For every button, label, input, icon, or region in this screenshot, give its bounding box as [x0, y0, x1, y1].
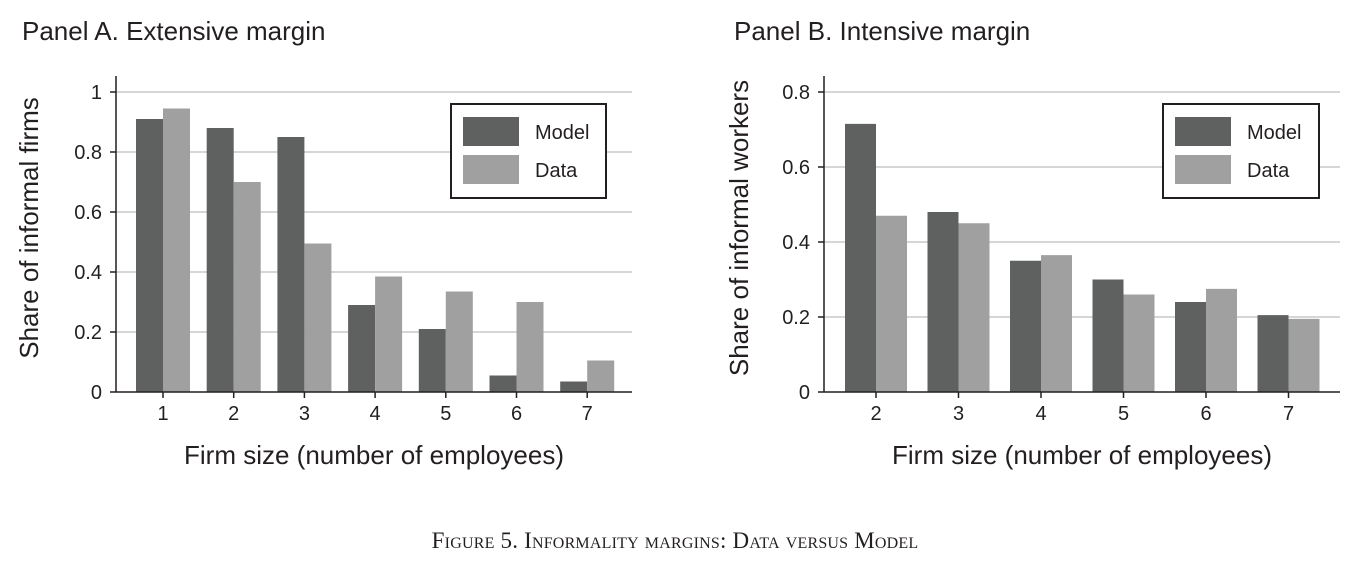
x-tick-label: 7 [1283, 403, 1294, 425]
bar-model-6 [489, 375, 517, 392]
legend-swatch-model [463, 117, 519, 146]
x-tick-label: 4 [1035, 403, 1046, 425]
panel-title: Panel A. Extensive margin [22, 16, 326, 46]
x-tick-label: 1 [157, 403, 168, 425]
x-tick-label: 2 [228, 403, 239, 425]
y-tick-label: 0 [799, 382, 810, 404]
x-axis-label: Firm size (number of employees) [184, 440, 564, 470]
x-tick-label: 7 [582, 403, 593, 425]
bar-model-5 [1092, 279, 1124, 392]
panel-a: 0 0.2 0.4 0.6 0.8 1 1 2 3 4 5 6 7 Panel A. Extensive … [14, 16, 632, 470]
panel-b: 0 0.2 0.4 0.6 0.8 2 3 4 5 6 7 Panel B. Intensive ma… [724, 16, 1340, 470]
y-tick-label: 0.4 [74, 262, 102, 284]
bar-data-5 [445, 291, 473, 392]
bar-model-3 [927, 212, 959, 392]
y-axis-label: Share of informal firms [14, 97, 44, 359]
y-tick-label: 0.2 [782, 307, 810, 329]
bar-data-5 [1123, 294, 1155, 392]
legend: Model Data [1162, 103, 1320, 199]
legend-label-model: Model [535, 122, 589, 144]
bar-model-7 [1257, 315, 1289, 392]
bar-model-6 [1175, 302, 1206, 392]
y-tick-label: 0.8 [782, 82, 810, 104]
x-tick-label: 6 [511, 403, 522, 425]
x-tick-label: 5 [1118, 403, 1129, 425]
legend-swatch-data [1175, 155, 1231, 184]
bar-data-1 [163, 108, 190, 392]
bar-data-4 [1041, 255, 1072, 392]
bar-data-6 [1206, 288, 1237, 392]
legend-label-model: Model [1247, 122, 1301, 144]
y-tick-label: 0.4 [782, 232, 810, 254]
legend-label-data: Data [535, 160, 578, 182]
legend-swatch-data [463, 155, 519, 184]
x-axis-label: Firm size (number of employees) [892, 440, 1272, 470]
bar-model-3 [277, 137, 305, 392]
legend-label-data: Data [1247, 160, 1290, 182]
bar-data-6 [516, 302, 544, 392]
x-tick-label: 3 [953, 403, 964, 425]
bar-model-7 [560, 381, 588, 392]
figure-caption: Figure 5. Informality margins: Data vers… [431, 528, 919, 553]
y-tick-label: 1 [91, 82, 102, 104]
x-tick-label: 6 [1200, 403, 1211, 425]
x-tick-label: 2 [870, 403, 881, 425]
y-axis-label: Share of informal workers [724, 80, 754, 376]
bar-data-7 [587, 360, 615, 392]
bar-model-2 [206, 128, 234, 392]
y-tick-label: 0.8 [74, 142, 102, 164]
panel-title: Panel B. Intensive margin [734, 16, 1030, 46]
bar-model-1 [136, 119, 163, 392]
y-tick-label: 0.6 [782, 157, 810, 179]
legend: Model Data [450, 103, 607, 199]
y-tick-label: 0.2 [74, 322, 102, 344]
bar-data-4 [375, 276, 403, 392]
bar-data-3 [304, 243, 332, 392]
bar-model-5 [418, 329, 446, 392]
bar-model-4 [1010, 260, 1041, 392]
bar-data-7 [1288, 318, 1320, 392]
bar-data-2 [876, 215, 907, 392]
bar-model-4 [348, 305, 376, 392]
y-tick-label: 0 [91, 382, 102, 404]
x-tick-label: 5 [440, 403, 451, 425]
x-tick-label: 3 [299, 403, 310, 425]
legend-swatch-model [1175, 117, 1231, 146]
x-tick-label: 4 [370, 403, 381, 425]
y-tick-label: 0.6 [74, 202, 102, 224]
bar-model-2 [845, 123, 876, 392]
bar-data-2 [233, 182, 261, 392]
bar-data-3 [958, 223, 990, 392]
